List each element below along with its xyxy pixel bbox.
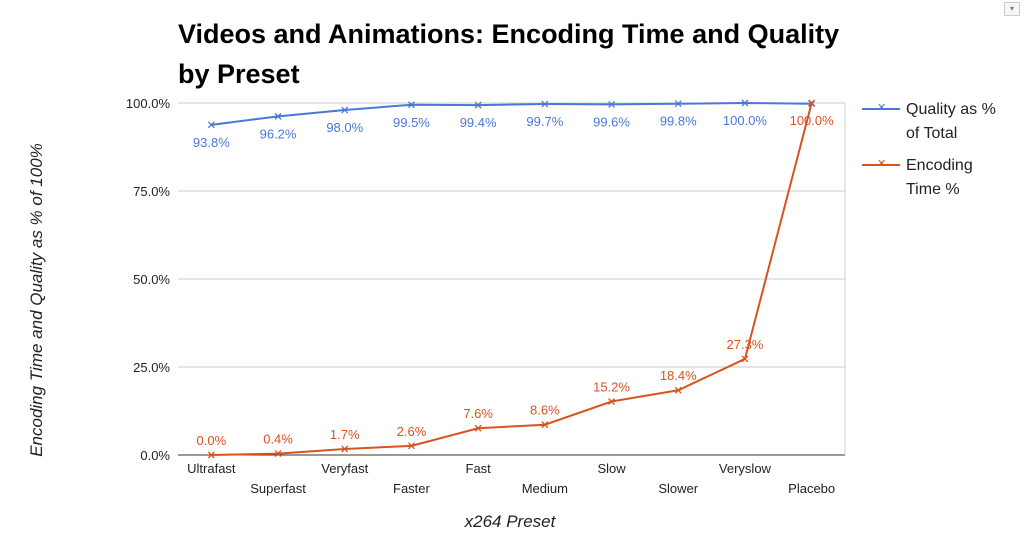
data-point: [341, 445, 349, 453]
data-label: 1.7%: [330, 427, 360, 442]
legend-swatch-encoding: [862, 164, 900, 166]
y-tick-label: 0.0%: [140, 448, 170, 463]
data-point: [541, 100, 549, 108]
data-point: [274, 112, 282, 120]
x-axis-label: x264 Preset: [464, 512, 556, 531]
data-point: [474, 101, 482, 109]
data-label: 15.2%: [593, 379, 630, 394]
legend: ✕ Quality as % of Total ✕ Encoding Time …: [862, 98, 1022, 210]
data-point: [674, 100, 682, 108]
chart-title: Videos and Animations: Encoding Time and…: [178, 19, 840, 89]
data-point: [407, 442, 415, 450]
data-label: 99.7%: [526, 114, 563, 129]
x-tick-label: Slow: [597, 461, 626, 476]
data-point: [674, 386, 682, 394]
x-tick-label: Veryslow: [719, 461, 772, 476]
legend-marker-quality: ✕: [877, 102, 887, 114]
data-point: [741, 355, 749, 363]
data-point: [407, 101, 415, 109]
data-point: [541, 421, 549, 429]
y-tick-label: 25.0%: [133, 360, 170, 375]
x-tick-label: Slower: [658, 481, 698, 496]
y-tick-label: 75.0%: [133, 184, 170, 199]
legend-item-encoding: ✕ Encoding Time %: [862, 154, 1022, 202]
data-label: 8.6%: [530, 403, 560, 418]
data-point: [207, 121, 215, 129]
legend-label-encoding-line1: Encoding: [906, 157, 973, 174]
data-point: [608, 398, 616, 405]
x-tick-label: Ultrafast: [187, 461, 236, 476]
legend-label-quality-line1: Quality as %: [906, 101, 996, 118]
legend-label-quality-line2: of Total: [906, 125, 958, 142]
x-tick-label: Faster: [393, 481, 431, 496]
data-point: [274, 450, 282, 458]
data-label: 18.4%: [660, 368, 697, 383]
data-point: [474, 424, 482, 432]
x-tick-label: Superfast: [250, 481, 306, 496]
y-tick-label: 100.0%: [126, 96, 171, 111]
series-line: [211, 102, 813, 456]
series-line: [211, 101, 812, 126]
legend-item-quality: ✕ Quality as % of Total: [862, 98, 1022, 146]
y-axis-label: Encoding Time and Quality as % of 100%: [27, 143, 46, 457]
data-label: 98.0%: [326, 120, 363, 135]
data-label: 27.3%: [727, 337, 764, 352]
data-label: 93.8%: [193, 135, 230, 150]
data-point: [341, 106, 349, 114]
legend-swatch-quality: [862, 108, 900, 110]
data-label: 99.8%: [660, 114, 697, 129]
legend-label-encoding-line2: Time %: [906, 181, 960, 198]
data-label: 0.0%: [197, 433, 227, 448]
data-label: 100.0%: [723, 113, 768, 128]
data-label: 96.2%: [260, 126, 297, 141]
x-tick-label: Medium: [522, 481, 568, 496]
data-label: 100.0%: [790, 113, 835, 128]
data-label: 99.4%: [460, 115, 497, 130]
chart-menu-icon[interactable]: ▾: [1004, 2, 1020, 16]
x-tick-label: Fast: [466, 461, 492, 476]
data-label: 99.5%: [393, 115, 430, 130]
data-point: [608, 100, 616, 108]
x-tick-label: Placebo: [788, 481, 835, 496]
data-label: 2.6%: [397, 424, 427, 439]
y-tick-label: 50.0%: [133, 272, 170, 287]
data-label: 0.4%: [263, 432, 293, 447]
data-point: [808, 99, 816, 107]
data-label: 7.6%: [463, 406, 493, 421]
data-point: [207, 451, 215, 459]
legend-marker-encoding: ✕: [877, 158, 887, 170]
x-tick-label: Veryfast: [321, 461, 368, 476]
data-point: [741, 99, 749, 107]
data-label: 99.6%: [593, 114, 630, 129]
